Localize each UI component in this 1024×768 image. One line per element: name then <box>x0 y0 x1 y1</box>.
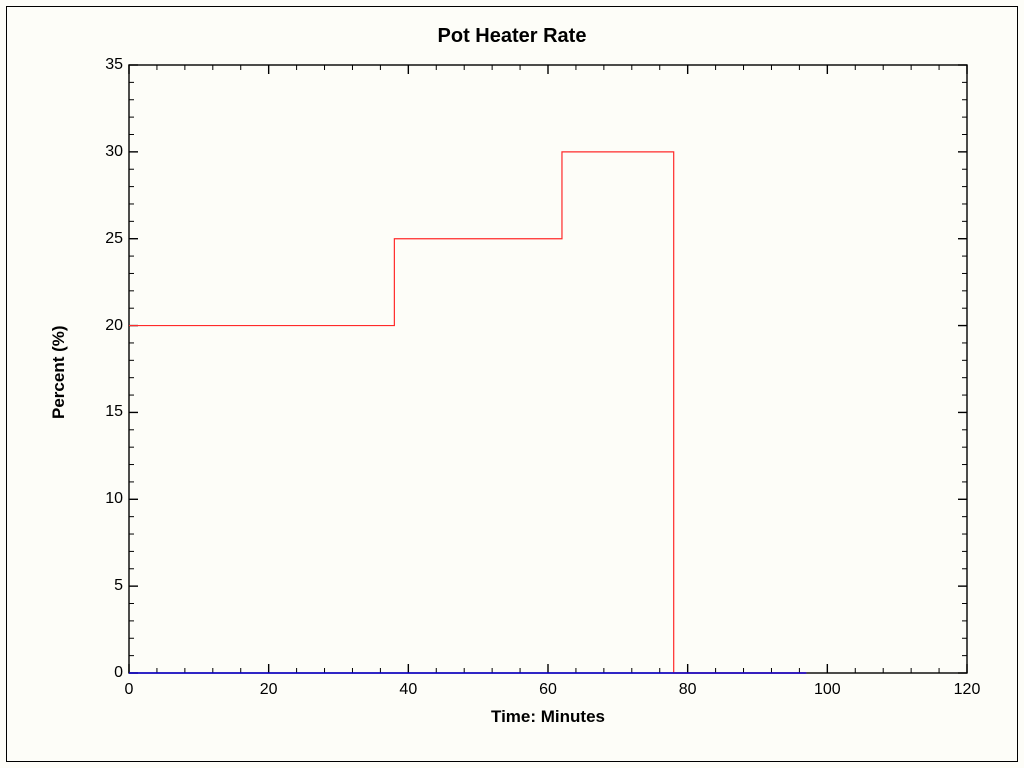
y-tick-label: 30 <box>85 143 123 161</box>
y-tick-label: 25 <box>85 230 123 248</box>
x-tick-label: 40 <box>388 681 428 699</box>
x-tick-label: 80 <box>668 681 708 699</box>
y-tick-label: 5 <box>85 577 123 595</box>
y-tick-label: 20 <box>85 317 123 335</box>
x-tick-label: 20 <box>249 681 289 699</box>
chart-frame: Pot Heater Rate Percent (%) Time: Minute… <box>6 6 1018 762</box>
y-tick-label: 10 <box>85 490 123 508</box>
y-tick-label: 15 <box>85 403 123 421</box>
x-tick-label: 100 <box>807 681 847 699</box>
y-tick-label: 35 <box>85 56 123 74</box>
x-tick-label: 60 <box>528 681 568 699</box>
x-tick-label: 120 <box>947 681 987 699</box>
series-red-step <box>129 152 806 673</box>
y-tick-label: 0 <box>85 664 123 682</box>
chart-plot <box>7 7 1017 761</box>
x-tick-label: 0 <box>109 681 149 699</box>
